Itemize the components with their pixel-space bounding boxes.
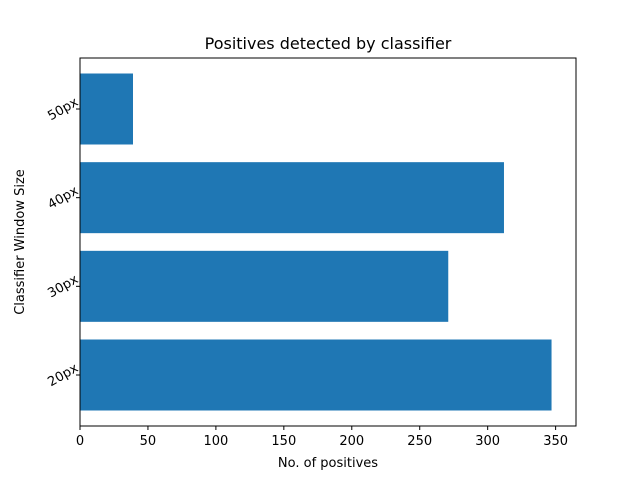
bar-50px — [80, 73, 133, 145]
bar-20px — [80, 339, 552, 411]
x-tick-label: 50 — [140, 434, 157, 449]
bars-layer — [80, 73, 552, 411]
x-tick-label: 350 — [543, 434, 568, 449]
x-axis-label: No. of positives — [278, 456, 378, 471]
plot-frame — [79, 57, 577, 427]
x-axis: 0 50 100 150 200 250 300 350 — [76, 426, 568, 449]
x-tick-label: 200 — [339, 434, 364, 449]
x-tick-label: 150 — [271, 434, 296, 449]
x-tick-label: 250 — [407, 434, 432, 449]
y-axis-label: Classifier Window Size — [13, 169, 28, 315]
x-tick-label: 100 — [203, 434, 228, 449]
x-tick-label: 300 — [475, 434, 500, 449]
chart-title: Positives detected by classifier — [205, 34, 452, 53]
bar-30px — [80, 250, 449, 322]
bar-40px — [80, 162, 504, 234]
x-tick-label: 0 — [76, 434, 84, 449]
